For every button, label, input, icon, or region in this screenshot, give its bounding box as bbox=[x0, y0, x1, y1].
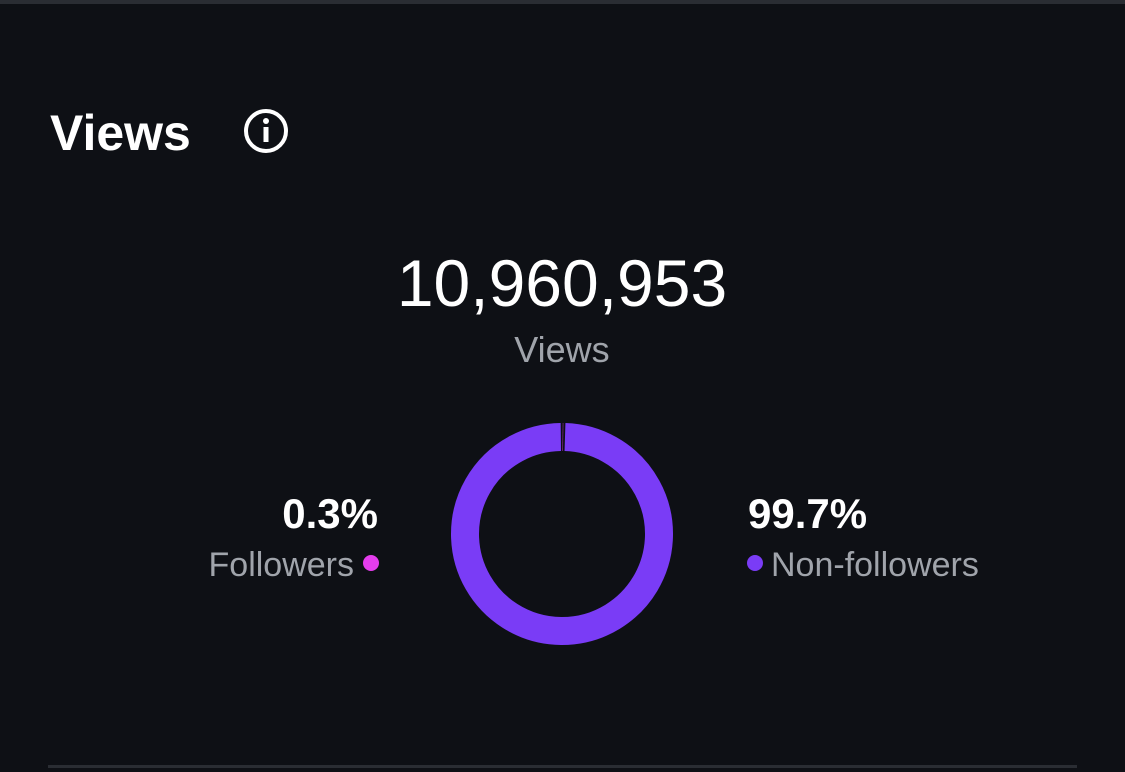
donut-segment bbox=[451, 423, 673, 645]
non-followers-label: Non-followers bbox=[771, 546, 979, 584]
info-dot bbox=[263, 118, 269, 124]
info-stem bbox=[263, 127, 269, 142]
legend-dot bbox=[747, 555, 763, 571]
top-divider bbox=[0, 0, 1125, 4]
info-circle bbox=[244, 109, 288, 153]
followers-label: Followers bbox=[209, 546, 354, 584]
section-title: Views bbox=[50, 105, 191, 161]
followers-percent: 0.3% bbox=[282, 490, 378, 537]
total-views: 10,960,953 bbox=[397, 246, 727, 320]
legend-dot bbox=[363, 555, 379, 571]
bottom-divider bbox=[48, 765, 1077, 768]
donut-chart bbox=[451, 423, 673, 645]
info-icon[interactable] bbox=[244, 109, 288, 153]
non-followers-percent: 99.7% bbox=[748, 490, 867, 537]
total-label: Views bbox=[514, 329, 609, 370]
